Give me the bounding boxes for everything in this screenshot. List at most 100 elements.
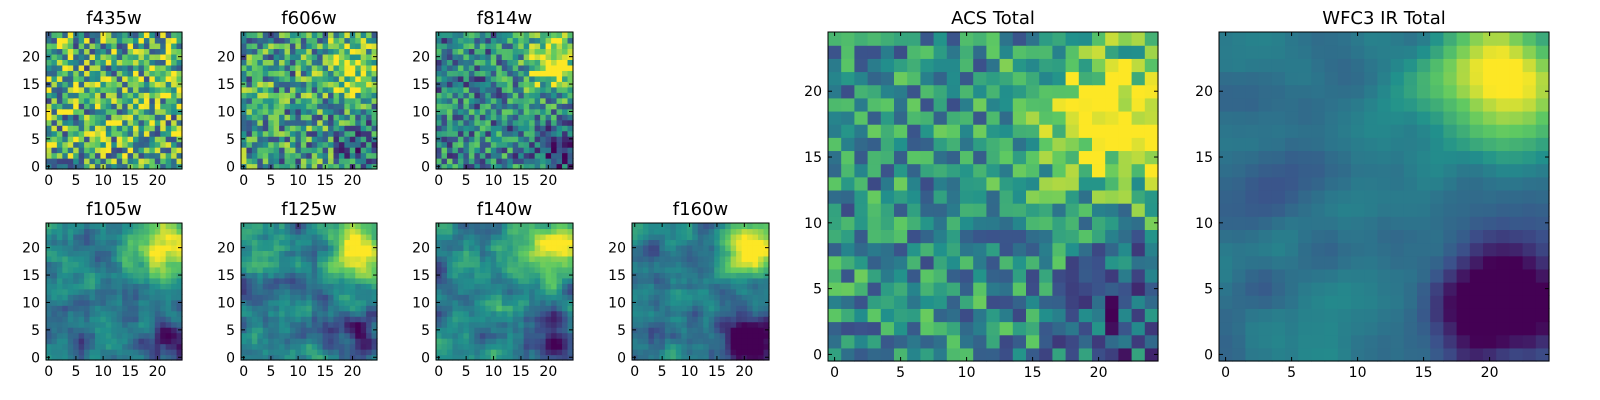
- heatmap-cell: [632, 250, 639, 257]
- heatmap-cell: [758, 327, 765, 334]
- heatmap-cell: [246, 255, 253, 262]
- heatmap-cell: [545, 75, 552, 82]
- heatmap-cell: [523, 261, 530, 268]
- heatmap-cell: [89, 64, 96, 71]
- heatmap-cell: [730, 283, 737, 290]
- heatmap-cell: [289, 266, 296, 273]
- heatmap-cell: [545, 158, 552, 165]
- heatmap-cell: [366, 158, 373, 165]
- heatmap-cell: [664, 354, 671, 361]
- heatmap-cell: [452, 299, 459, 306]
- heatmap-cell: [894, 216, 908, 230]
- heatmap-cell: [562, 141, 569, 148]
- heatmap-cell: [246, 343, 253, 350]
- heatmap-cell: [490, 338, 497, 345]
- heatmap-cell: [907, 242, 921, 257]
- heatmap-cell: [328, 261, 335, 268]
- heatmap-cell: [1105, 295, 1119, 309]
- heatmap-cell: [485, 53, 492, 60]
- heatmap-cell: [273, 141, 280, 148]
- heatmap-cell: [262, 305, 269, 312]
- x-tick-label: 10: [289, 173, 307, 189]
- heatmap-cell: [311, 86, 318, 93]
- heatmap-cell: [551, 228, 558, 235]
- heatmap-cell: [1144, 268, 1159, 283]
- heatmap-cell: [284, 114, 291, 121]
- heatmap-cell: [94, 64, 101, 71]
- heatmap-cell: [534, 354, 541, 361]
- heatmap-cell: [697, 338, 704, 345]
- heatmap-cell: [648, 266, 655, 273]
- heatmap-cell: [46, 141, 53, 148]
- heatmap-cell: [366, 272, 373, 279]
- heatmap-cell: [1065, 242, 1080, 257]
- heatmap-cell: [251, 310, 258, 317]
- heatmap-cell: [562, 277, 569, 284]
- heatmap-cell: [752, 321, 759, 328]
- heatmap-cell: [523, 119, 530, 126]
- heatmap-cell: [446, 37, 454, 44]
- heatmap-cell: [322, 119, 329, 126]
- heatmap-cell: [446, 42, 454, 50]
- heatmap-cell: [73, 141, 80, 148]
- heatmap-cell: [138, 261, 145, 268]
- heatmap-cell: [474, 70, 481, 77]
- heatmap-cell: [160, 75, 167, 82]
- heatmap-cell: [637, 305, 644, 312]
- heatmap-cell: [479, 81, 486, 88]
- heatmap-cell: [133, 283, 140, 290]
- heatmap-cell: [279, 261, 286, 268]
- heatmap-cell: [273, 310, 280, 317]
- heatmap-cell: [279, 338, 286, 345]
- heatmap-cell: [960, 282, 974, 296]
- heatmap-cell: [89, 321, 96, 328]
- heatmap-cell: [1105, 242, 1119, 257]
- heatmap-cell: [741, 343, 748, 350]
- heatmap-cell: [241, 233, 248, 241]
- heatmap-cell: [289, 261, 296, 268]
- x-tick-label: 10: [485, 173, 503, 189]
- heatmap-cell: [171, 125, 178, 132]
- heatmap-cell: [67, 277, 74, 284]
- heatmap-cell: [518, 37, 525, 44]
- heatmap-cell: [703, 349, 710, 356]
- heatmap-cell: [507, 81, 514, 88]
- heatmap-cell: [355, 316, 362, 323]
- heatmap-cell: [507, 114, 514, 121]
- heatmap-cell: [441, 75, 448, 82]
- heatmap-cell: [322, 277, 329, 284]
- x-tick-label: 20: [344, 173, 362, 189]
- heatmap-cell: [111, 92, 118, 99]
- heatmap-cell: [529, 158, 536, 165]
- heatmap-cell: [100, 81, 107, 88]
- heatmap-cell: [507, 75, 514, 82]
- heatmap-cell: [171, 42, 178, 50]
- heatmap-cell: [328, 114, 335, 121]
- heatmap-cell: [512, 75, 519, 82]
- heatmap-cell: [894, 321, 908, 336]
- heatmap-cell: [355, 130, 362, 137]
- heatmap-cell: [534, 114, 541, 121]
- heatmap-cell: [1144, 163, 1159, 178]
- heatmap-cell: [518, 332, 525, 339]
- heatmap-cell: [46, 321, 53, 328]
- heatmap-cell: [67, 37, 74, 44]
- heatmap-cell: [306, 272, 313, 279]
- heatmap-cell: [567, 97, 574, 104]
- heatmap-cell: [176, 64, 183, 71]
- heatmap-cell: [648, 228, 655, 235]
- heatmap-cell: [468, 53, 475, 60]
- heatmap-cell: [366, 130, 373, 137]
- heatmap-cell: [632, 305, 639, 312]
- heatmap-cell: [73, 130, 80, 137]
- heatmap-cell: [333, 48, 340, 55]
- heatmap-cell: [268, 277, 275, 284]
- heatmap-cell: [344, 70, 351, 77]
- heatmap-cell: [463, 114, 470, 121]
- heatmap-cell: [122, 147, 129, 154]
- heatmap-cell: [562, 64, 569, 71]
- heatmap-cell: [111, 349, 118, 356]
- heatmap-cell: [355, 125, 362, 132]
- heatmap-cell: [736, 316, 743, 323]
- axes-frame: [435, 31, 574, 170]
